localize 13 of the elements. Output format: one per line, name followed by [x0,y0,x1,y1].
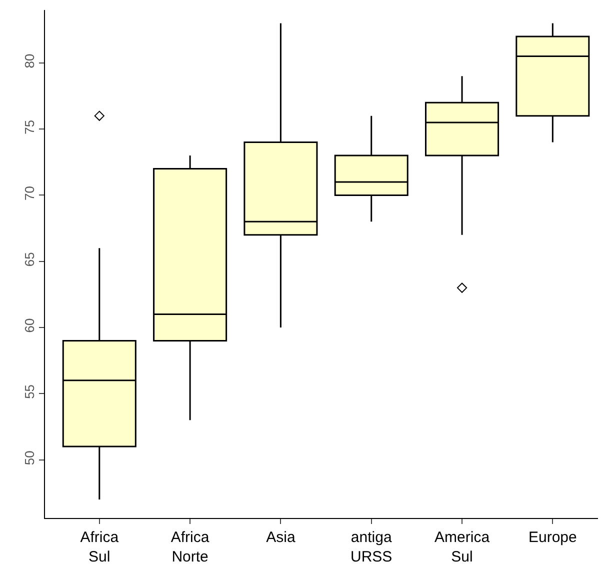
x-tick-label: Africa Sul [80,529,120,566]
y-tick-label: 70 [22,186,37,200]
x-tick-label: antiga URSS [350,529,392,566]
y-tick-label: 50 [22,450,37,466]
x-tick-label: Europe [528,529,577,546]
y-tick-label: 65 [22,252,37,267]
y-tick-label: 55 [22,384,37,399]
y-tick-label: 75 [22,120,37,134]
y-tick-label: 80 [22,54,37,68]
x-tick-label: Africa Norte [170,529,210,566]
y-tick-label: 60 [22,318,37,333]
x-tick-label: Asia [266,529,296,546]
x-tick-label: America Sul [434,529,490,566]
